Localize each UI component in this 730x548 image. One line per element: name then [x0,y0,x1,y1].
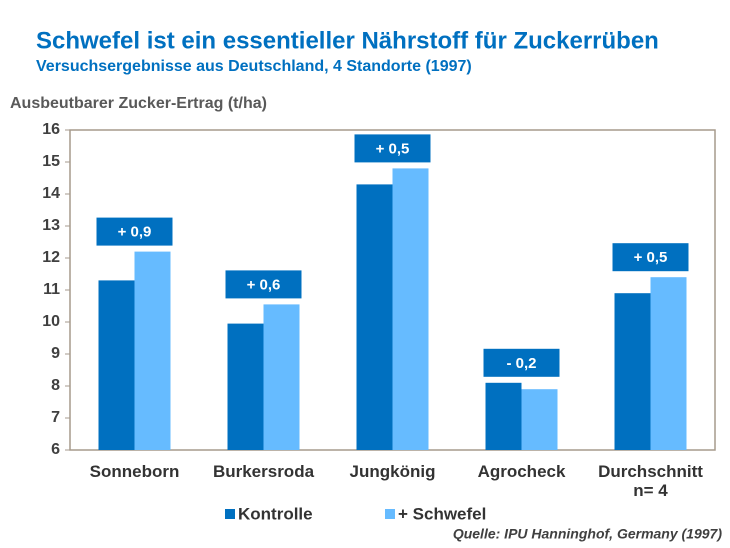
y-tick-label: 16 [42,121,60,138]
y-tick-label: 13 [42,217,60,234]
y-tick-label: 9 [51,345,60,362]
difference-label: + 0,5 [634,249,668,266]
y-tick-label: 6 [51,441,60,458]
difference-box [225,270,302,299]
bar [356,184,393,450]
difference-label: - 0,2 [506,355,536,372]
source: Quelle: IPU Hanninghof, Germany (1997) [453,526,723,542]
difference-box [483,348,560,377]
bar [650,277,687,450]
y-tick-label: 11 [43,281,60,298]
bar [134,251,171,450]
bar [614,293,651,450]
y-tick-label: 12 [42,249,60,266]
bar [392,168,429,450]
y-axis-label: Ausbeutbarer Zucker-Ertrag (t/ha) [10,95,267,112]
y-tick-label: 10 [42,313,60,330]
difference-label: + 0,9 [118,224,152,241]
x-tick-label: Durchschnitt n= 4 [598,462,703,500]
x-tick-label: Agrocheck [477,462,566,481]
bar [98,280,135,450]
difference-box [354,134,431,163]
bar [227,323,264,450]
chart-subtitle: Versuchsergebnisse aus Deutschland, 4 St… [36,58,472,75]
difference-box [612,243,689,272]
chart-title: Schwefel ist ein essentieller Nährstoff … [36,27,659,54]
legend-label: + Schwefel [398,504,486,523]
difference-label: + 0,6 [247,276,281,293]
difference-label: + 0,5 [376,140,410,157]
y-tick-label: 8 [51,377,60,394]
legend-swatch [385,509,395,519]
x-tick-label: Burkersroda [212,462,315,481]
difference-box [96,217,173,246]
y-tick-label: 14 [42,185,60,202]
bar [521,389,558,450]
bar [485,382,522,450]
legend-label: Kontrolle [238,504,313,523]
y-tick-label: 7 [51,409,60,426]
x-tick-label: Jungkönig [349,462,436,481]
bar [263,304,300,450]
legend-swatch [225,509,235,519]
x-tick-label: Sonneborn [89,462,180,481]
y-tick-label: 15 [42,153,60,170]
